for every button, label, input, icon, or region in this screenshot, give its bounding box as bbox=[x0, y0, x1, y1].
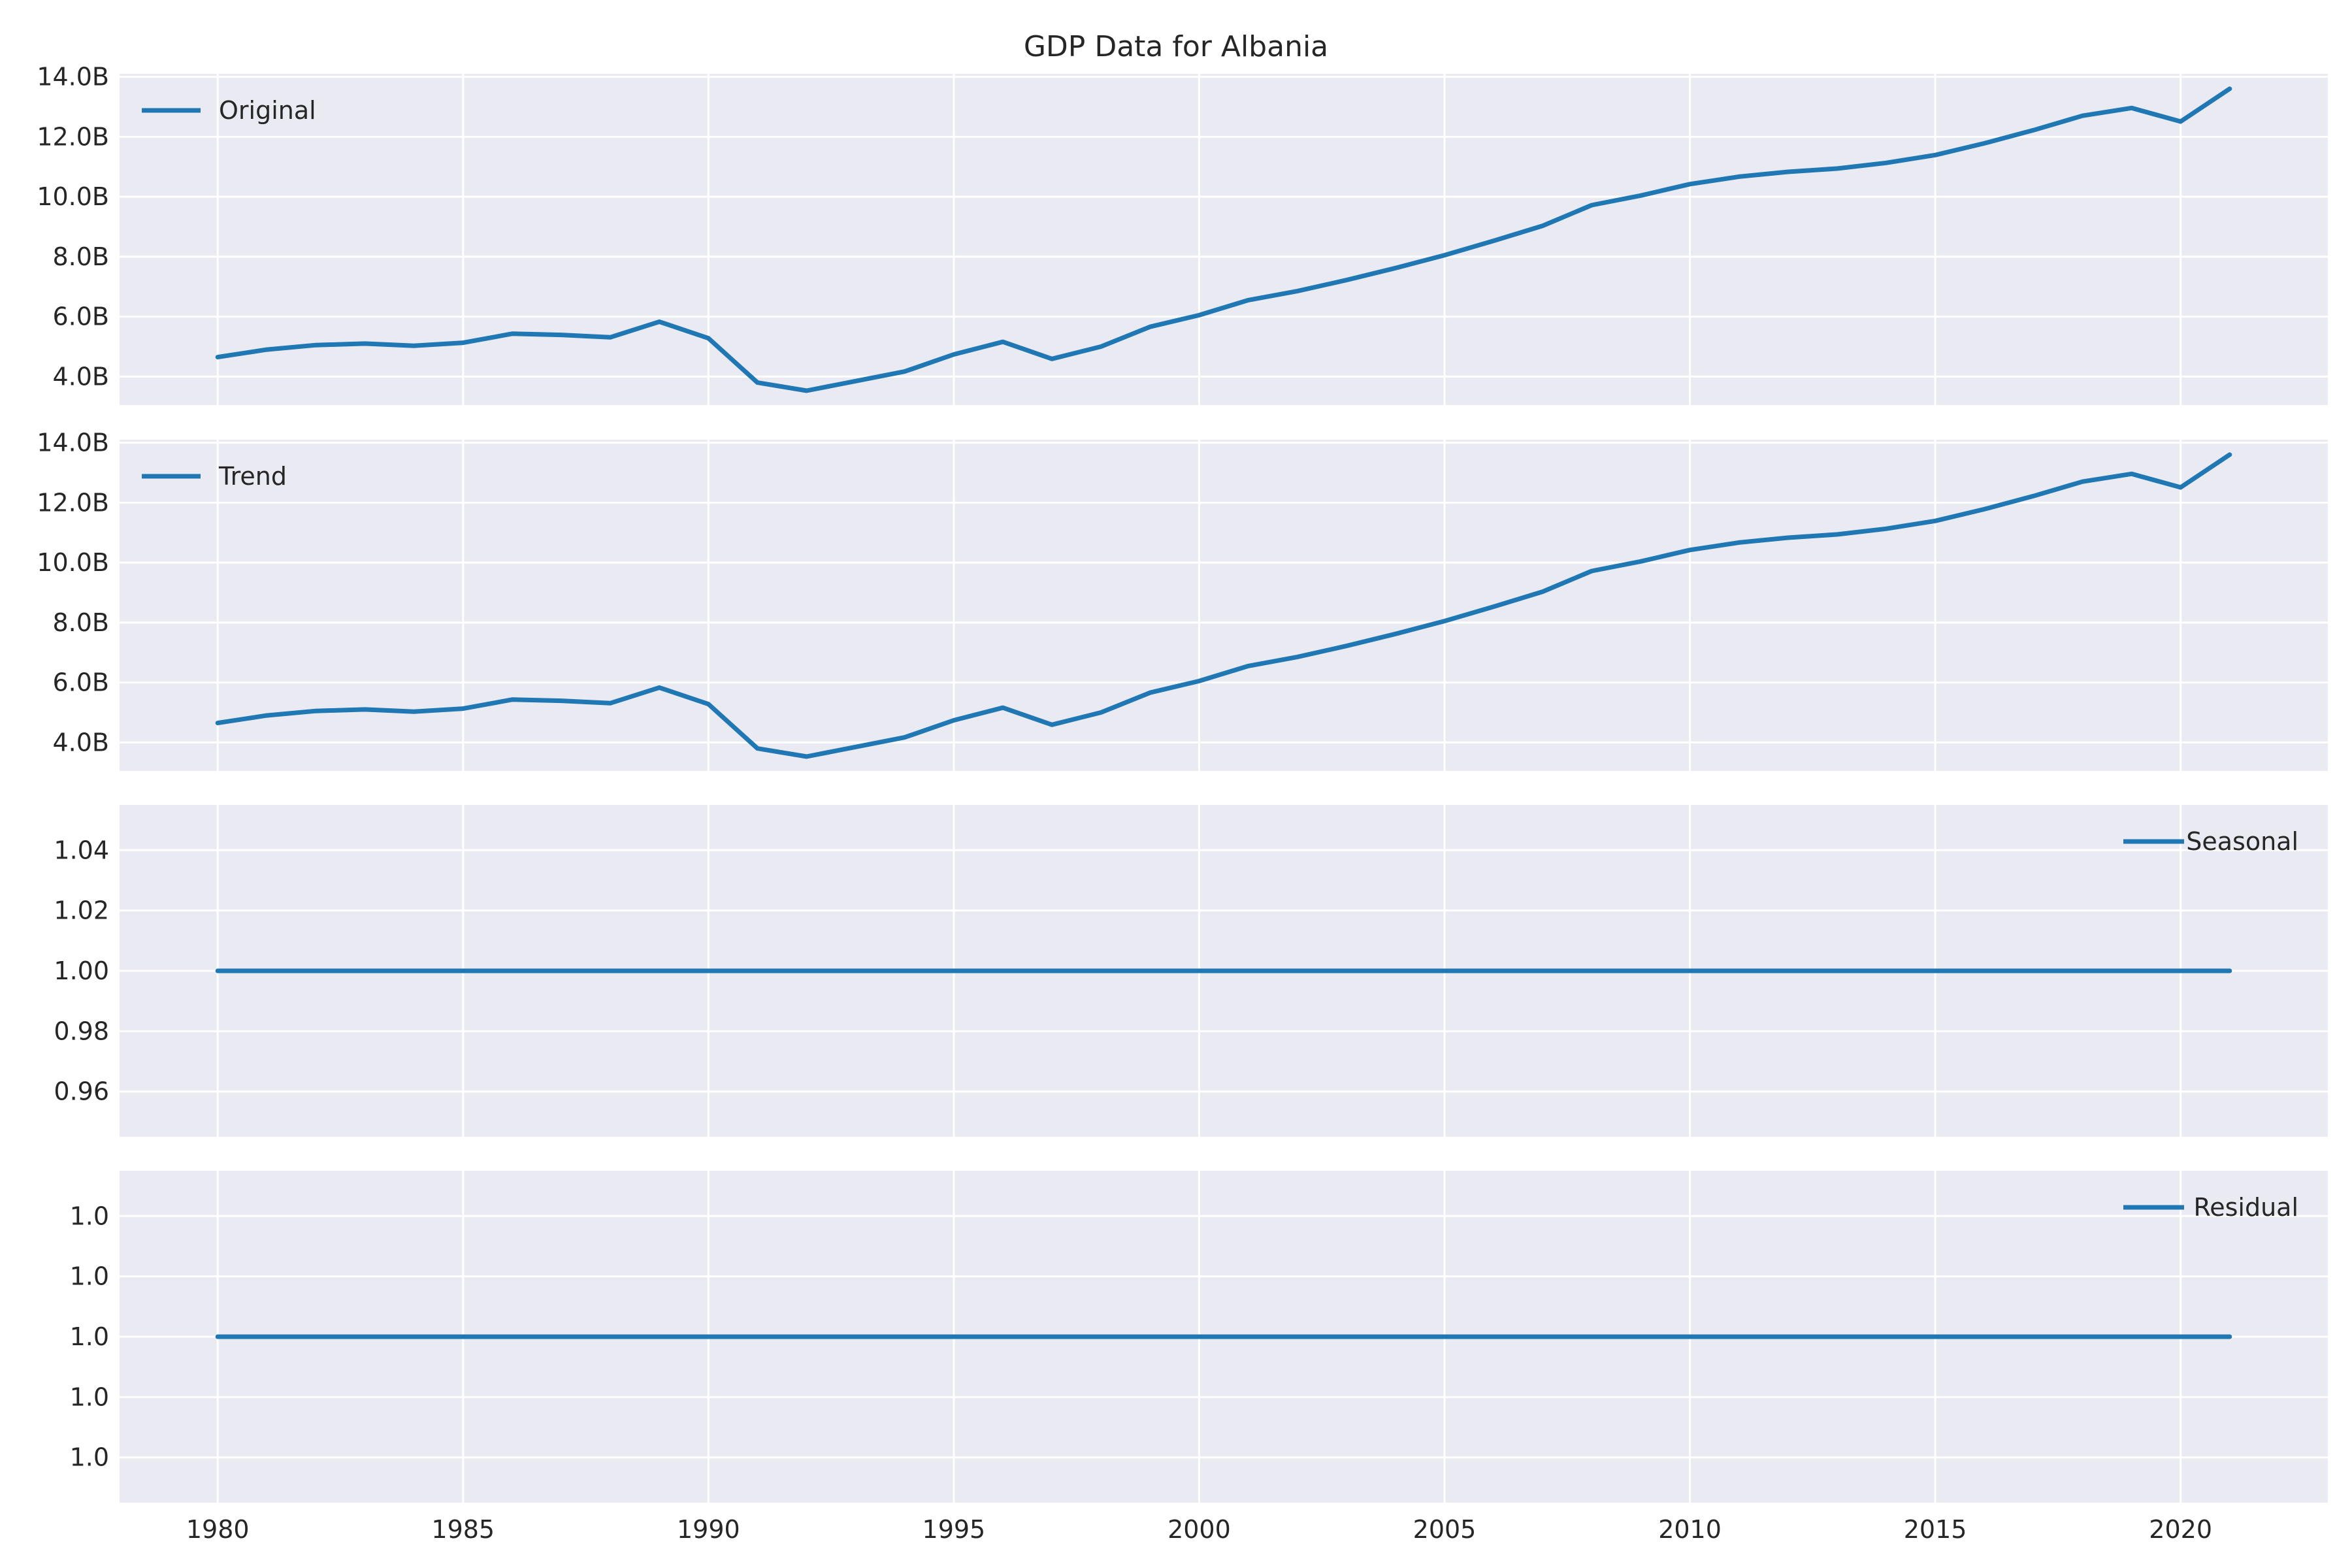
residual-y-tick-label: 1.0 bbox=[70, 1201, 109, 1230]
chart-title: GDP Data for Albania bbox=[1024, 30, 1328, 63]
x-tick-label: 1995 bbox=[923, 1515, 986, 1544]
original-legend: Original bbox=[142, 96, 316, 125]
original-series-line bbox=[215, 86, 2232, 393]
trend-panel-background bbox=[120, 440, 2328, 771]
x-tick-label: 2015 bbox=[1904, 1515, 1967, 1544]
trend-y-tick-label: 12.0B bbox=[37, 488, 109, 517]
residual-y-tick-label: 1.0 bbox=[70, 1382, 109, 1411]
x-tick-label: 2010 bbox=[1658, 1515, 1722, 1544]
trend-y-tick-label: 6.0B bbox=[52, 668, 109, 697]
original-y-tick-label: 6.0B bbox=[52, 302, 109, 331]
original-panel-background bbox=[120, 74, 2328, 405]
residual-y-tick-label: 1.0 bbox=[70, 1443, 109, 1472]
residual-legend: Residual bbox=[2123, 1193, 2298, 1222]
trend-series-line bbox=[215, 452, 2232, 759]
x-tick-label: 1990 bbox=[677, 1515, 740, 1544]
original-panel: 4.0B 6.0B 8.0B 10.0B 12.0B 14.0B Original bbox=[37, 63, 2328, 405]
original-legend-label: Original bbox=[219, 96, 316, 125]
trend-y-tick-label: 4.0B bbox=[52, 728, 109, 757]
x-tick-label: 2020 bbox=[2149, 1515, 2212, 1544]
x-tick-label: 1980 bbox=[186, 1515, 250, 1544]
trend-panel: 4.0B 6.0B 8.0B 10.0B 12.0B 14.0B Trend bbox=[37, 429, 2328, 771]
residual-y-tick-label: 1.0 bbox=[70, 1262, 109, 1291]
original-y-tick-label: 4.0B bbox=[52, 362, 109, 391]
original-y-tick-label: 10.0B bbox=[37, 182, 109, 211]
seasonal-panel: 0.96 0.98 1.00 1.02 1.04 Seasonal bbox=[54, 805, 2328, 1137]
trend-legend-label: Trend bbox=[218, 462, 287, 491]
trend-y-tick-label: 14.0B bbox=[37, 429, 109, 457]
x-tick-label: 2005 bbox=[1413, 1515, 1477, 1544]
seasonal-y-tick-label: 0.96 bbox=[54, 1077, 109, 1106]
seasonal-legend: Seasonal bbox=[2123, 827, 2298, 856]
trend-y-tick-label: 10.0B bbox=[37, 548, 109, 577]
seasonal-y-tick-label: 0.98 bbox=[54, 1017, 109, 1045]
residual-panel: 1.0 1.0 1.0 1.0 1.0 Residual bbox=[70, 1171, 2328, 1503]
trend-y-tick-label: 8.0B bbox=[52, 608, 109, 637]
residual-y-tick-label: 1.0 bbox=[70, 1322, 109, 1351]
x-tick-label: 1985 bbox=[431, 1515, 495, 1544]
residual-legend-label: Residual bbox=[2194, 1193, 2298, 1222]
trend-legend: Trend bbox=[142, 462, 287, 491]
original-y-tick-label: 12.0B bbox=[37, 122, 109, 151]
seasonal-y-tick-label: 1.04 bbox=[54, 836, 109, 864]
seasonal-y-tick-label: 1.00 bbox=[54, 956, 109, 985]
x-tick-label: 2000 bbox=[1168, 1515, 1231, 1544]
original-y-tick-label: 8.0B bbox=[52, 242, 109, 271]
seasonal-y-tick-label: 1.02 bbox=[54, 896, 109, 925]
seasonal-legend-label: Seasonal bbox=[2186, 827, 2298, 856]
original-y-tick-label: 14.0B bbox=[37, 63, 109, 91]
